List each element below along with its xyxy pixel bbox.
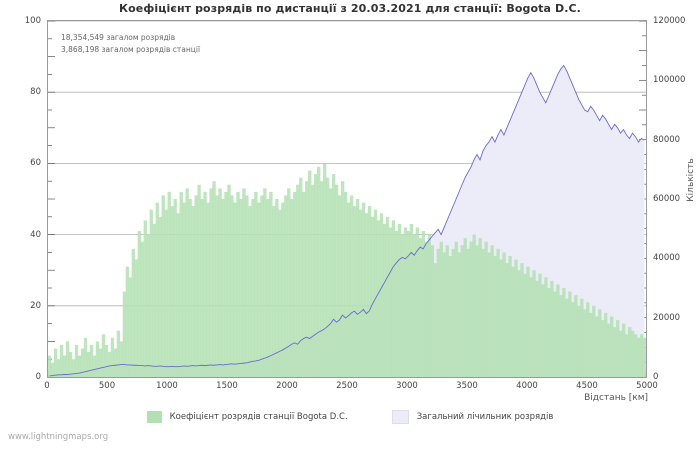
y-right-tick-40000: 40000: [653, 253, 681, 264]
annotation-station-strokes: 3,868,198 загалом розрядів станції: [61, 45, 201, 54]
x-tick-500: 500: [98, 381, 116, 391]
chart-legend: Коефіцієнт розрядів станції Bogota D.C. …: [0, 410, 700, 424]
y-left-tick-100: 100: [24, 16, 41, 26]
x-tick-2500: 2500: [336, 381, 358, 391]
x-tick-0: 0: [44, 381, 50, 391]
x-tick-4500: 4500: [576, 381, 598, 391]
x-tick-5000: 5000: [636, 381, 658, 391]
chart-title: Коефіцієнт розрядів по дистанції з 20.03…: [119, 2, 581, 15]
y-right-tick-80000: 80000: [653, 134, 681, 145]
y-right-tick-0: 0: [653, 372, 659, 382]
legend-swatch-station-ratio: [146, 411, 162, 423]
footer-watermark: www.lightningmaps.org: [8, 432, 109, 442]
x-tick-1500: 1500: [216, 381, 238, 391]
y-left-tick-80: 80: [30, 87, 41, 98]
x-tick-1000: 1000: [156, 381, 178, 391]
legend-item-total-counter[interactable]: Загальний лічильник розрядів: [391, 410, 554, 424]
legend-label-station-ratio: Коефіцієнт розрядів станції Bogota D.C.: [169, 412, 348, 422]
y-right-tick-20000: 20000: [653, 312, 681, 323]
x-tick-2000: 2000: [276, 381, 298, 391]
plot-area: 18,354,549 загалом розрядів 3,868,198 за…: [47, 20, 647, 378]
chart-canvas: [48, 21, 646, 377]
y-left-tick-60: 60: [30, 158, 41, 169]
x-axis-label: Відстань [км]: [584, 393, 648, 403]
y-right-tick-100000: 100000: [653, 75, 686, 86]
legend-swatch-total-counter: [391, 410, 409, 424]
y-left-tick-0: 0: [35, 372, 41, 382]
y-left-tick-20: 20: [30, 300, 41, 311]
annotation-total-strokes: 18,354,549 загалом розрядів: [61, 33, 176, 42]
x-tick-4000: 4000: [516, 381, 538, 391]
y-right-tick-60000: 60000: [653, 194, 681, 204]
x-tick-3000: 3000: [396, 381, 418, 391]
legend-item-station-ratio[interactable]: Коефіцієнт розрядів станції Bogota D.C.: [146, 411, 348, 423]
y-left-tick-40: 40: [30, 229, 41, 240]
station-ratio-bars: [48, 163, 646, 377]
y-right-tick-120000: 120000: [653, 16, 686, 26]
y-axis-right-label: Кількість: [686, 158, 696, 202]
legend-label-total-counter: Загальний лічильник розрядів: [416, 412, 554, 422]
total-counter-line: [49, 64, 645, 377]
plot-inner: [48, 21, 646, 377]
x-tick-3500: 3500: [456, 381, 478, 391]
